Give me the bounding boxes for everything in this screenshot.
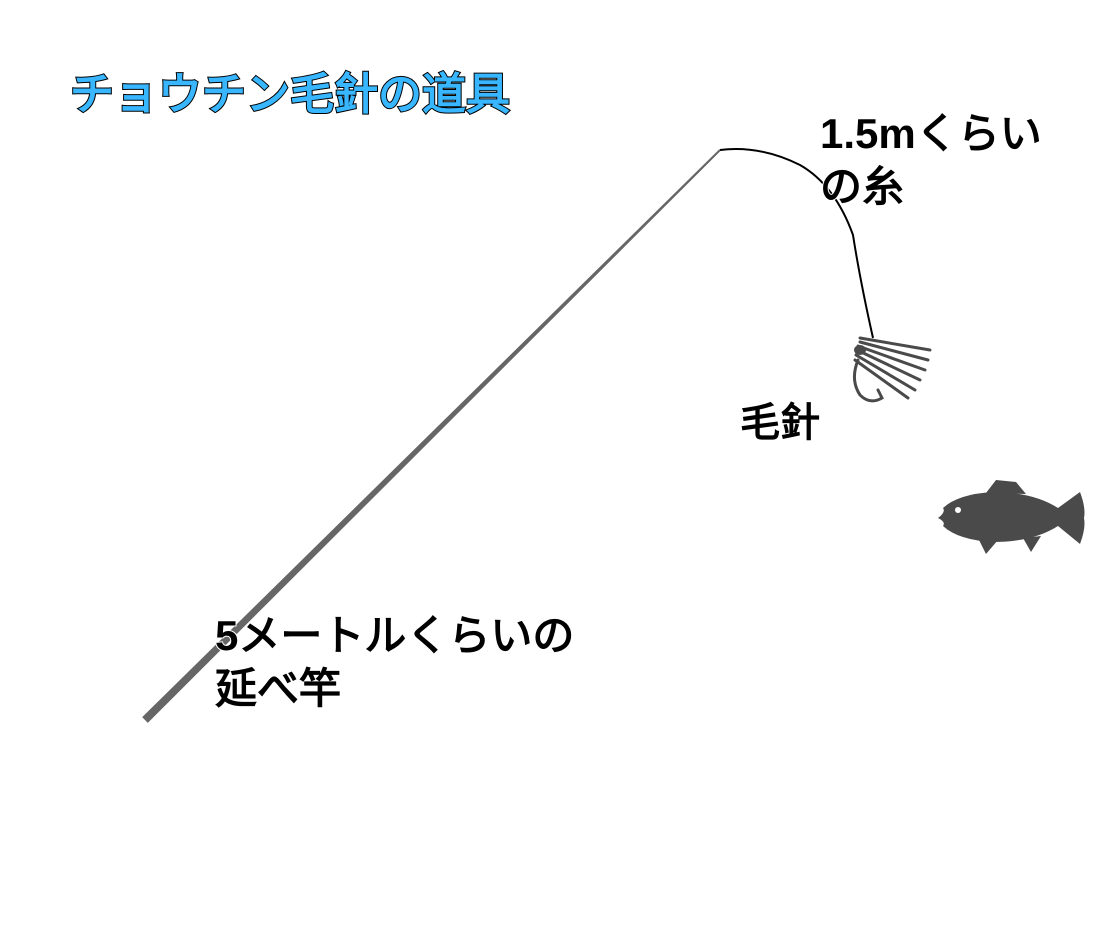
rod-label-line2: 延べ竿 bbox=[215, 663, 574, 716]
rod-label: 5メートルくらいの 延べ竿 bbox=[215, 610, 574, 715]
fish-icon bbox=[938, 480, 1085, 554]
line-length-label-line1: 1.5mくらい bbox=[820, 108, 1042, 161]
fly-label: 毛針 bbox=[740, 390, 820, 448]
fly-kebari-icon bbox=[854, 338, 930, 401]
line-length-label: 1.5mくらい の糸 bbox=[820, 108, 1042, 213]
rod-label-line1: 5メートルくらいの bbox=[215, 610, 574, 663]
diagram-title: チョウチン毛針の道具 bbox=[70, 58, 510, 122]
line-length-label-line2: の糸 bbox=[820, 161, 1042, 214]
